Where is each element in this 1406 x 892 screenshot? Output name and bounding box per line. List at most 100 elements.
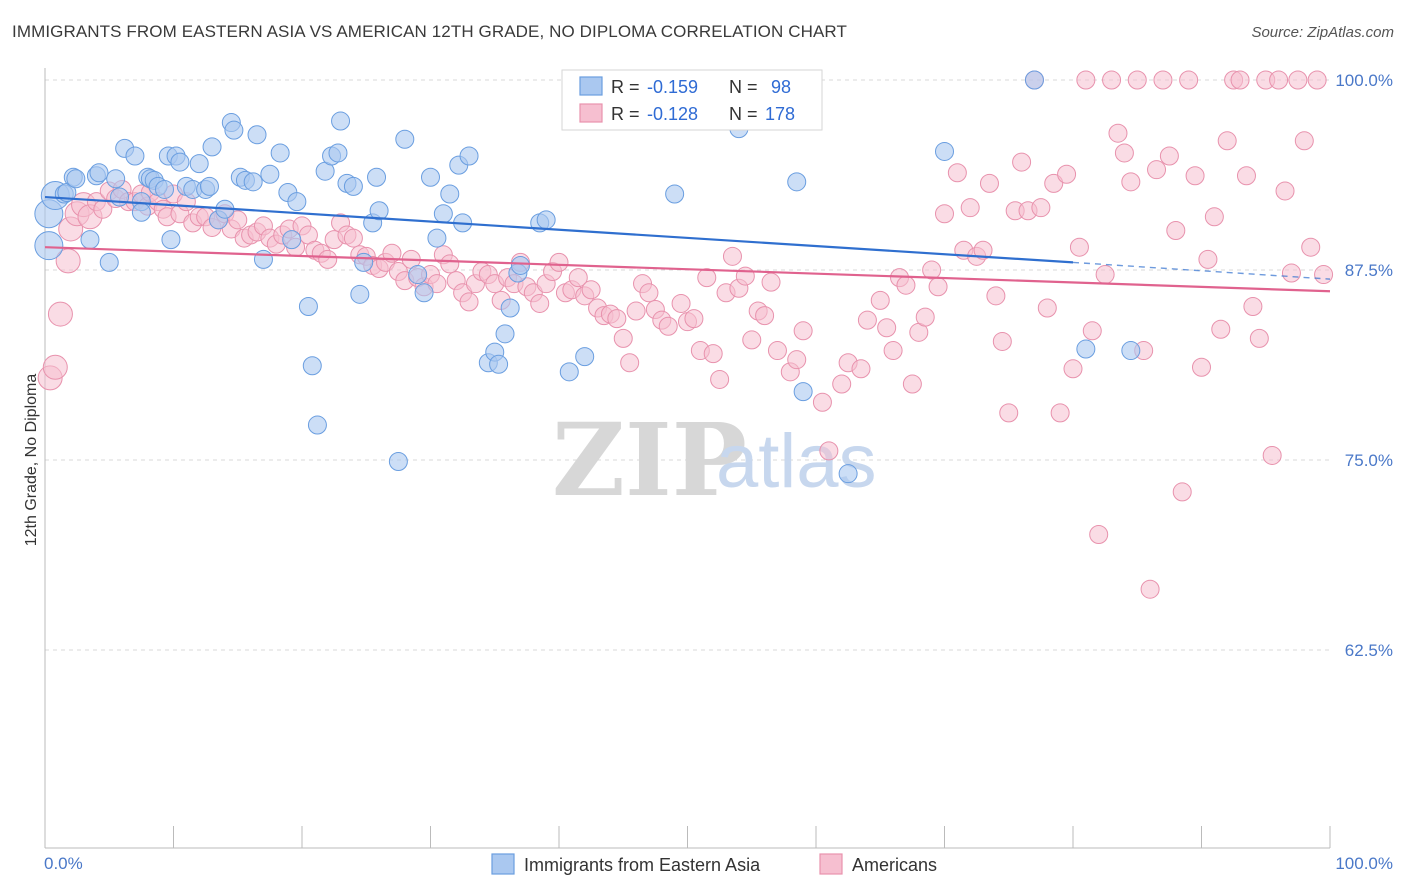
stats-n-value-blue: 98 [771,77,791,97]
point-americans [1230,70,1250,90]
point-americans [851,359,871,379]
stats-r-label-pink: R = [611,104,640,124]
point-americans [793,321,813,341]
trend-lines [44,195,1331,293]
point-americans [1262,445,1282,465]
stats-swatch-pink [579,103,603,123]
y-tick-labels: 100.0% 87.5% 75.0% 62.5% [1335,71,1393,660]
point-eastern-asia [343,176,363,196]
stats-r-label-blue: R = [611,77,640,97]
point-eastern-asia [369,201,389,221]
point-americans [999,403,1019,423]
stats-n-label-pink: N = [729,104,758,124]
point-americans [960,198,980,218]
point-americans [1185,166,1205,186]
point-americans [382,243,402,263]
point-americans [915,307,935,327]
y-axis-label: 12th Grade, No Diploma [23,374,40,547]
point-americans [870,290,890,310]
point-americans [883,341,903,361]
trend-line-eastern-asia [44,195,1074,264]
point-americans [1166,220,1186,240]
point-americans [812,392,832,412]
point-americans [607,309,627,329]
point-eastern-asia [433,204,453,224]
point-americans [1140,579,1160,599]
point-eastern-asia [131,202,151,222]
point-eastern-asia [1024,70,1044,90]
point-americans [1076,70,1096,90]
legend-swatch-blue [491,853,515,875]
point-eastern-asia [427,228,447,248]
point-americans [1281,263,1301,283]
point-americans [767,341,787,361]
grid-lines [45,79,1330,651]
point-americans [343,228,363,248]
point-americans [877,318,897,338]
point-eastern-asia [489,354,509,374]
point-americans [1037,298,1057,318]
point-eastern-asia [459,146,479,166]
point-eastern-asia [243,172,263,192]
point-americans [1012,152,1032,172]
point-eastern-asia [253,249,273,269]
point-eastern-asia [66,169,86,189]
point-eastern-asia [189,154,209,174]
point-eastern-asia [395,129,415,149]
point-americans [1301,237,1321,257]
point-americans [902,374,922,394]
chart-source: Source: ZipAtlas.com [1251,24,1394,41]
point-eastern-asia [793,382,813,402]
point-americans [1147,160,1167,180]
point-americans [228,210,248,230]
point-americans [1269,70,1289,90]
point-americans [742,330,762,350]
point-americans [1108,123,1128,143]
stats-n-value-pink: 178 [765,104,795,124]
legend: Immigrants from Eastern Asia Americans [491,853,937,875]
x-tick-label-0: 0.0% [44,854,83,873]
point-americans [459,292,479,312]
stats-box: R = -0.159 N = 98 R = -0.128 N = 178 [561,69,823,131]
point-americans [935,204,954,224]
point-americans [1192,357,1211,377]
point-eastern-asia [367,167,387,187]
legend-label-pink: Americans [852,855,937,875]
point-americans [1179,70,1199,90]
point-eastern-asia [838,464,858,484]
point-eastern-asia [388,452,408,472]
watermark-zip: ZIP [552,401,747,519]
point-eastern-asia [125,146,145,166]
point-americans [1288,70,1308,90]
point-americans [1114,143,1134,163]
point-eastern-asia [106,169,126,189]
point-eastern-asia [307,415,327,435]
point-americans [832,374,852,394]
point-eastern-asia [350,284,370,304]
point-americans [1153,70,1173,90]
point-americans [1063,359,1083,379]
point-americans [549,252,569,272]
point-eastern-asia [302,356,322,376]
watermark: ZIP atlas [552,401,877,519]
point-eastern-asia [34,231,64,261]
point-americans [427,274,447,294]
point-americans [1249,328,1269,348]
point-eastern-asia [421,167,440,187]
stats-r-value-pink: -0.128 [647,104,698,124]
point-eastern-asia [170,152,190,172]
point-eastern-asia [328,143,348,163]
point-americans [613,328,633,348]
point-americans [787,350,807,370]
point-eastern-asia [287,192,307,212]
point-americans [735,266,755,286]
chart-title: IMMIGRANTS FROM EASTERN ASIA VS AMERICAN… [12,22,847,41]
point-americans [530,293,550,313]
point-eastern-asia [99,252,119,272]
point-eastern-asia [270,143,290,163]
point-americans [1172,482,1192,502]
point-americans [819,441,839,461]
point-eastern-asia [89,163,109,183]
point-americans [1057,164,1077,184]
